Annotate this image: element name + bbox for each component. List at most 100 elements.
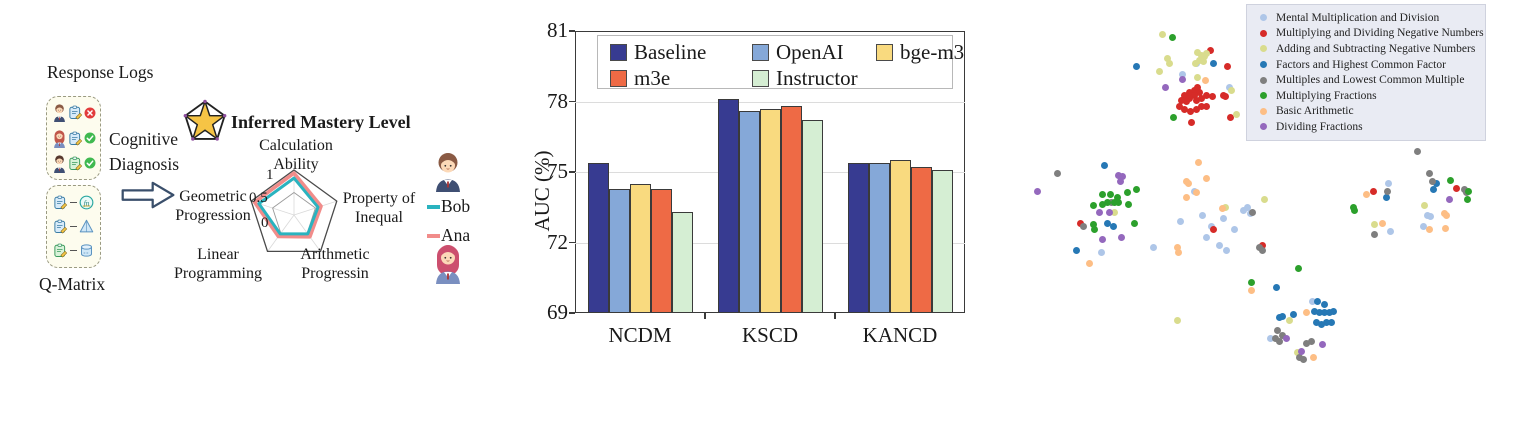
scatter-legend-row: Basic Arithmetic xyxy=(1253,104,1479,120)
scatter-point xyxy=(1103,199,1111,207)
scatter-legend-dot xyxy=(1260,76,1267,84)
scatter-point xyxy=(1248,279,1256,287)
scatter-point xyxy=(1109,222,1117,230)
radar-series-bob xyxy=(257,176,320,236)
arrow-right-icon xyxy=(121,181,175,209)
scatter-legend-dot xyxy=(1260,14,1267,22)
scatter-point xyxy=(1194,73,1202,81)
scatter-point xyxy=(1413,148,1421,156)
scatter-point xyxy=(1433,180,1441,188)
radar-series-ana xyxy=(252,171,323,239)
clipboard-icon xyxy=(68,156,82,171)
student-bob-avatar xyxy=(432,150,464,197)
scatter-point xyxy=(1193,105,1201,113)
scatter-legend-dot xyxy=(1260,29,1267,37)
bar-KANCD-Instructor xyxy=(931,169,953,313)
y-tick-mark xyxy=(569,171,575,173)
scatter-point xyxy=(1115,171,1123,179)
scatter-point xyxy=(1318,320,1326,328)
bar-NCDM-bge-m3 xyxy=(629,183,651,313)
response-log-row xyxy=(52,154,96,173)
scatter-point xyxy=(1232,111,1240,119)
scatter-point xyxy=(1185,179,1193,187)
svg-text:fn: fn xyxy=(84,199,90,207)
scatter-point xyxy=(1110,198,1118,206)
scatter-point xyxy=(1278,312,1286,320)
bar-NCDM-m3e xyxy=(650,188,672,313)
radar-axis-label: Property of Inequal xyxy=(342,190,416,226)
scatter-point xyxy=(1193,96,1201,104)
scatter-point xyxy=(1330,307,1338,315)
radar-radial-tick: 1 xyxy=(266,167,274,183)
mastery-radar-chart xyxy=(250,169,338,253)
scatter-point xyxy=(1176,103,1184,111)
y-tick-label: 81 xyxy=(547,18,568,42)
link-dash xyxy=(70,249,77,252)
scatter-legend-dot xyxy=(1260,123,1267,131)
scatter-point xyxy=(1114,193,1122,201)
scatter-point xyxy=(1168,33,1176,41)
scatter-point xyxy=(1169,114,1177,122)
scatter-point xyxy=(1273,327,1281,335)
scatter-point xyxy=(1196,56,1204,64)
scatter-point xyxy=(1223,63,1231,71)
scatter-legend-dot xyxy=(1260,107,1267,115)
scatter-legend-row: Multiplying and Dividing Negative Number… xyxy=(1253,26,1484,42)
scatter-point xyxy=(1371,221,1379,229)
bar-chart-legend: Baseline OpenAI bge-m3 m3e Instructor xyxy=(597,35,964,90)
scatter-legend-row: Mental Multiplication and Division xyxy=(1253,10,1479,26)
scatter-point xyxy=(1226,113,1234,121)
cylinder-icon xyxy=(81,244,92,257)
y-tick-mark xyxy=(569,241,575,244)
radar-axis-label: Linear Programming xyxy=(174,246,262,282)
scatter-point xyxy=(1230,225,1238,233)
y-tick-label: 69 xyxy=(547,300,568,324)
scatter-point xyxy=(1370,187,1378,195)
scatter-point xyxy=(1149,244,1157,252)
clipboard-icon xyxy=(54,243,68,258)
scatter-legend-row: Factors and Highest Common Factor xyxy=(1253,57,1479,73)
scatter-point xyxy=(1309,298,1317,306)
scatter-point xyxy=(1200,58,1208,66)
scatter-point xyxy=(1349,203,1357,211)
scatter-point xyxy=(1425,226,1433,234)
legend-item-bge-m3: bge-m3 xyxy=(876,40,964,65)
scatter-point xyxy=(1117,177,1125,185)
scatter-point xyxy=(1155,67,1163,75)
scatter-legend-label: Multiples and Lowest Common Multiple xyxy=(1276,74,1465,87)
scatter-point xyxy=(1089,221,1097,229)
scatter-point xyxy=(1271,335,1279,343)
x-tick-mark xyxy=(704,313,706,319)
scatter-legend-row: Adding and Subtracting Negative Numbers xyxy=(1253,41,1479,57)
scatter-point xyxy=(1090,225,1098,233)
scatter-point xyxy=(1195,159,1203,167)
pyramid-icon xyxy=(79,219,94,233)
correct-icon xyxy=(84,132,95,144)
scatter-point xyxy=(1115,199,1123,207)
scatter-point xyxy=(1183,193,1191,201)
scatter-point xyxy=(1319,341,1327,349)
scatter-point xyxy=(1385,179,1393,187)
scatter-point xyxy=(1463,195,1471,203)
clipboard-icon xyxy=(68,131,82,146)
response-log-row xyxy=(52,129,96,148)
scatter-point xyxy=(1191,91,1199,99)
bar-KSCD-Baseline xyxy=(717,99,739,313)
scatter-point xyxy=(1303,340,1311,348)
q-matrix-box: fn xyxy=(46,185,101,268)
response-log-row xyxy=(52,103,96,123)
scatter-point xyxy=(1203,102,1211,110)
scatter-point xyxy=(1289,311,1297,319)
scatter-point xyxy=(1261,196,1269,204)
gridline xyxy=(575,101,965,103)
legend-swatch xyxy=(752,70,769,87)
scatter-point xyxy=(1098,235,1106,243)
scatter-point xyxy=(1073,247,1081,255)
legend-swatch xyxy=(876,44,893,61)
scatter-legend-row: Dividing Fractions xyxy=(1253,119,1479,135)
scatter-point xyxy=(1272,283,1280,291)
scatter-legend-dot xyxy=(1260,45,1267,53)
scatter-point xyxy=(1165,59,1173,67)
ana-line-swatch xyxy=(427,233,440,238)
